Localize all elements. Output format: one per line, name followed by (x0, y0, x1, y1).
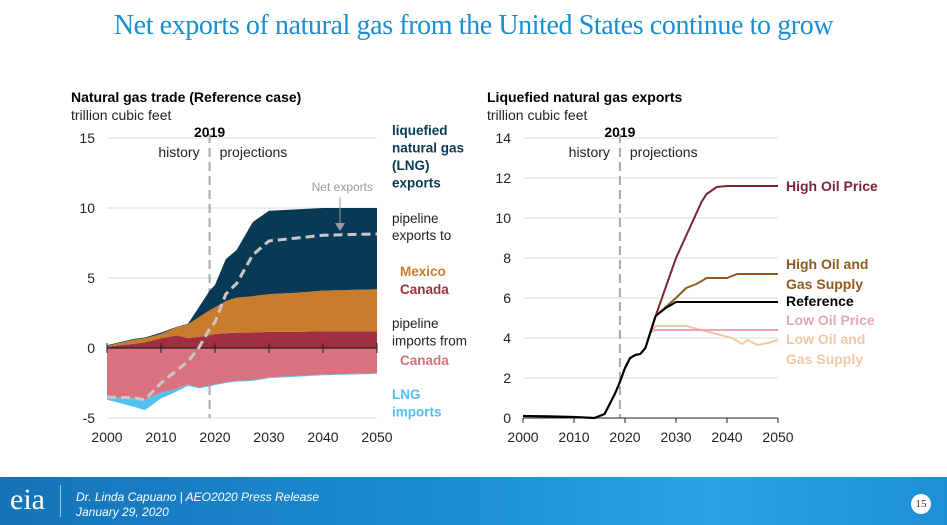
y-tick-label: 0 (503, 410, 511, 426)
y-tick-label: -5 (83, 410, 96, 426)
area-pipeline-exports-to-mexico (107, 289, 377, 347)
y-tick-label: 0 (87, 340, 95, 356)
legend-lng-exports: exports (392, 176, 441, 191)
legend-canada-imports: Canada (400, 353, 449, 368)
legend-lng-exports: natural gas (392, 141, 464, 156)
legend-high-oil-price: High Oil Price (786, 178, 878, 194)
x-tick-label: 2010 (558, 429, 589, 445)
legend-pipeline-exports: exports to (392, 228, 451, 243)
line-low-oil-and-gas-supply (649, 325, 779, 347)
history-label: history (158, 144, 199, 160)
legend-lng-exports: (LNG) (392, 158, 430, 173)
line-high-oil-price (654, 185, 778, 317)
y-tick-label: 12 (495, 170, 511, 186)
slide-title: Net exports of natural gas from the Unit… (113, 10, 834, 41)
x-tick-label: 2000 (91, 429, 122, 445)
line-history (522, 315, 657, 420)
legend-pipeline-exports: pipeline (392, 211, 439, 226)
divider-year: 2019 (194, 124, 225, 140)
projections-label: projections (630, 144, 698, 160)
y-tick-label: 10 (79, 200, 95, 216)
net-exports-annotation: Net exports (312, 180, 373, 194)
chart-title: Natural gas trade (Reference case) (71, 89, 301, 105)
footer-author: Dr. Linda Capuano | AEO2020 Press Releas… (76, 490, 320, 504)
y-tick-label: 10 (495, 210, 511, 226)
page-number: 15 (911, 494, 931, 514)
chart-title: Liquefied natural gas exports (487, 89, 682, 105)
footer-date: January 29, 2020 (76, 505, 169, 519)
y-axis-label: trillion cubic feet (71, 107, 171, 123)
legend-high-oil-and-gas-supply: High Oil and (786, 256, 868, 272)
area-pipeline-exports-to-canada (107, 331, 377, 348)
legend-pipeline-imports: imports from (392, 334, 467, 349)
y-tick-label: 5 (87, 270, 95, 286)
legend-mexico: Mexico (400, 264, 446, 279)
history-label: history (569, 144, 610, 160)
line-low-oil-price (650, 329, 778, 333)
y-tick-label: 6 (503, 290, 511, 306)
y-tick-label: 15 (79, 130, 95, 146)
legend-pipeline-imports: pipeline (392, 316, 439, 331)
projections-label: projections (220, 144, 288, 160)
area-lng-imports (107, 373, 377, 411)
divider-year: 2019 (604, 124, 635, 140)
area-pipeline-imports-from-canada (107, 348, 377, 400)
legend-low-oil-and-gas-supply: Gas Supply (786, 351, 863, 367)
x-tick-label: 2050 (361, 429, 392, 445)
legend-low-oil-and-gas-supply: Low Oil and (786, 331, 865, 347)
eia-logo: eia (10, 483, 45, 516)
y-tick-label: 2 (503, 370, 511, 386)
legend-reference: Reference (786, 293, 854, 309)
y-tick-label: 8 (503, 250, 511, 266)
y-tick-label: 14 (495, 130, 511, 146)
footer-divider (60, 485, 61, 517)
legend-high-oil-and-gas-supply: Gas Supply (786, 276, 863, 292)
x-tick-label: 2040 (711, 429, 742, 445)
legend-lng-exports: liquefied (392, 123, 448, 138)
legend-lng-imports: LNG (392, 387, 421, 402)
legend-low-oil-price: Low Oil Price (786, 312, 875, 328)
line-reference (654, 301, 778, 317)
x-tick-label: 2010 (145, 429, 176, 445)
x-tick-label: 2020 (199, 429, 230, 445)
y-tick-label: 4 (503, 330, 511, 346)
x-tick-label: 2050 (762, 429, 793, 445)
net-exports-line (106, 232, 378, 402)
x-tick-label: 2000 (507, 429, 538, 445)
x-tick-label: 2040 (307, 429, 338, 445)
x-tick-label: 2030 (660, 429, 691, 445)
legend-canada-exports: Canada (400, 282, 449, 297)
annotation-arrowhead (335, 223, 345, 231)
footer: eia Dr. Linda Capuano | AEO2020 Press Re… (0, 477, 947, 525)
line-high-oil-and-gas-supply (654, 273, 778, 317)
legend-lng-imports: imports (392, 405, 442, 420)
y-axis-label: trillion cubic feet (487, 107, 587, 123)
x-tick-label: 2020 (609, 429, 640, 445)
x-tick-label: 2030 (253, 429, 284, 445)
charts: Natural gas trade (Reference case) trilli… (71, 89, 878, 445)
